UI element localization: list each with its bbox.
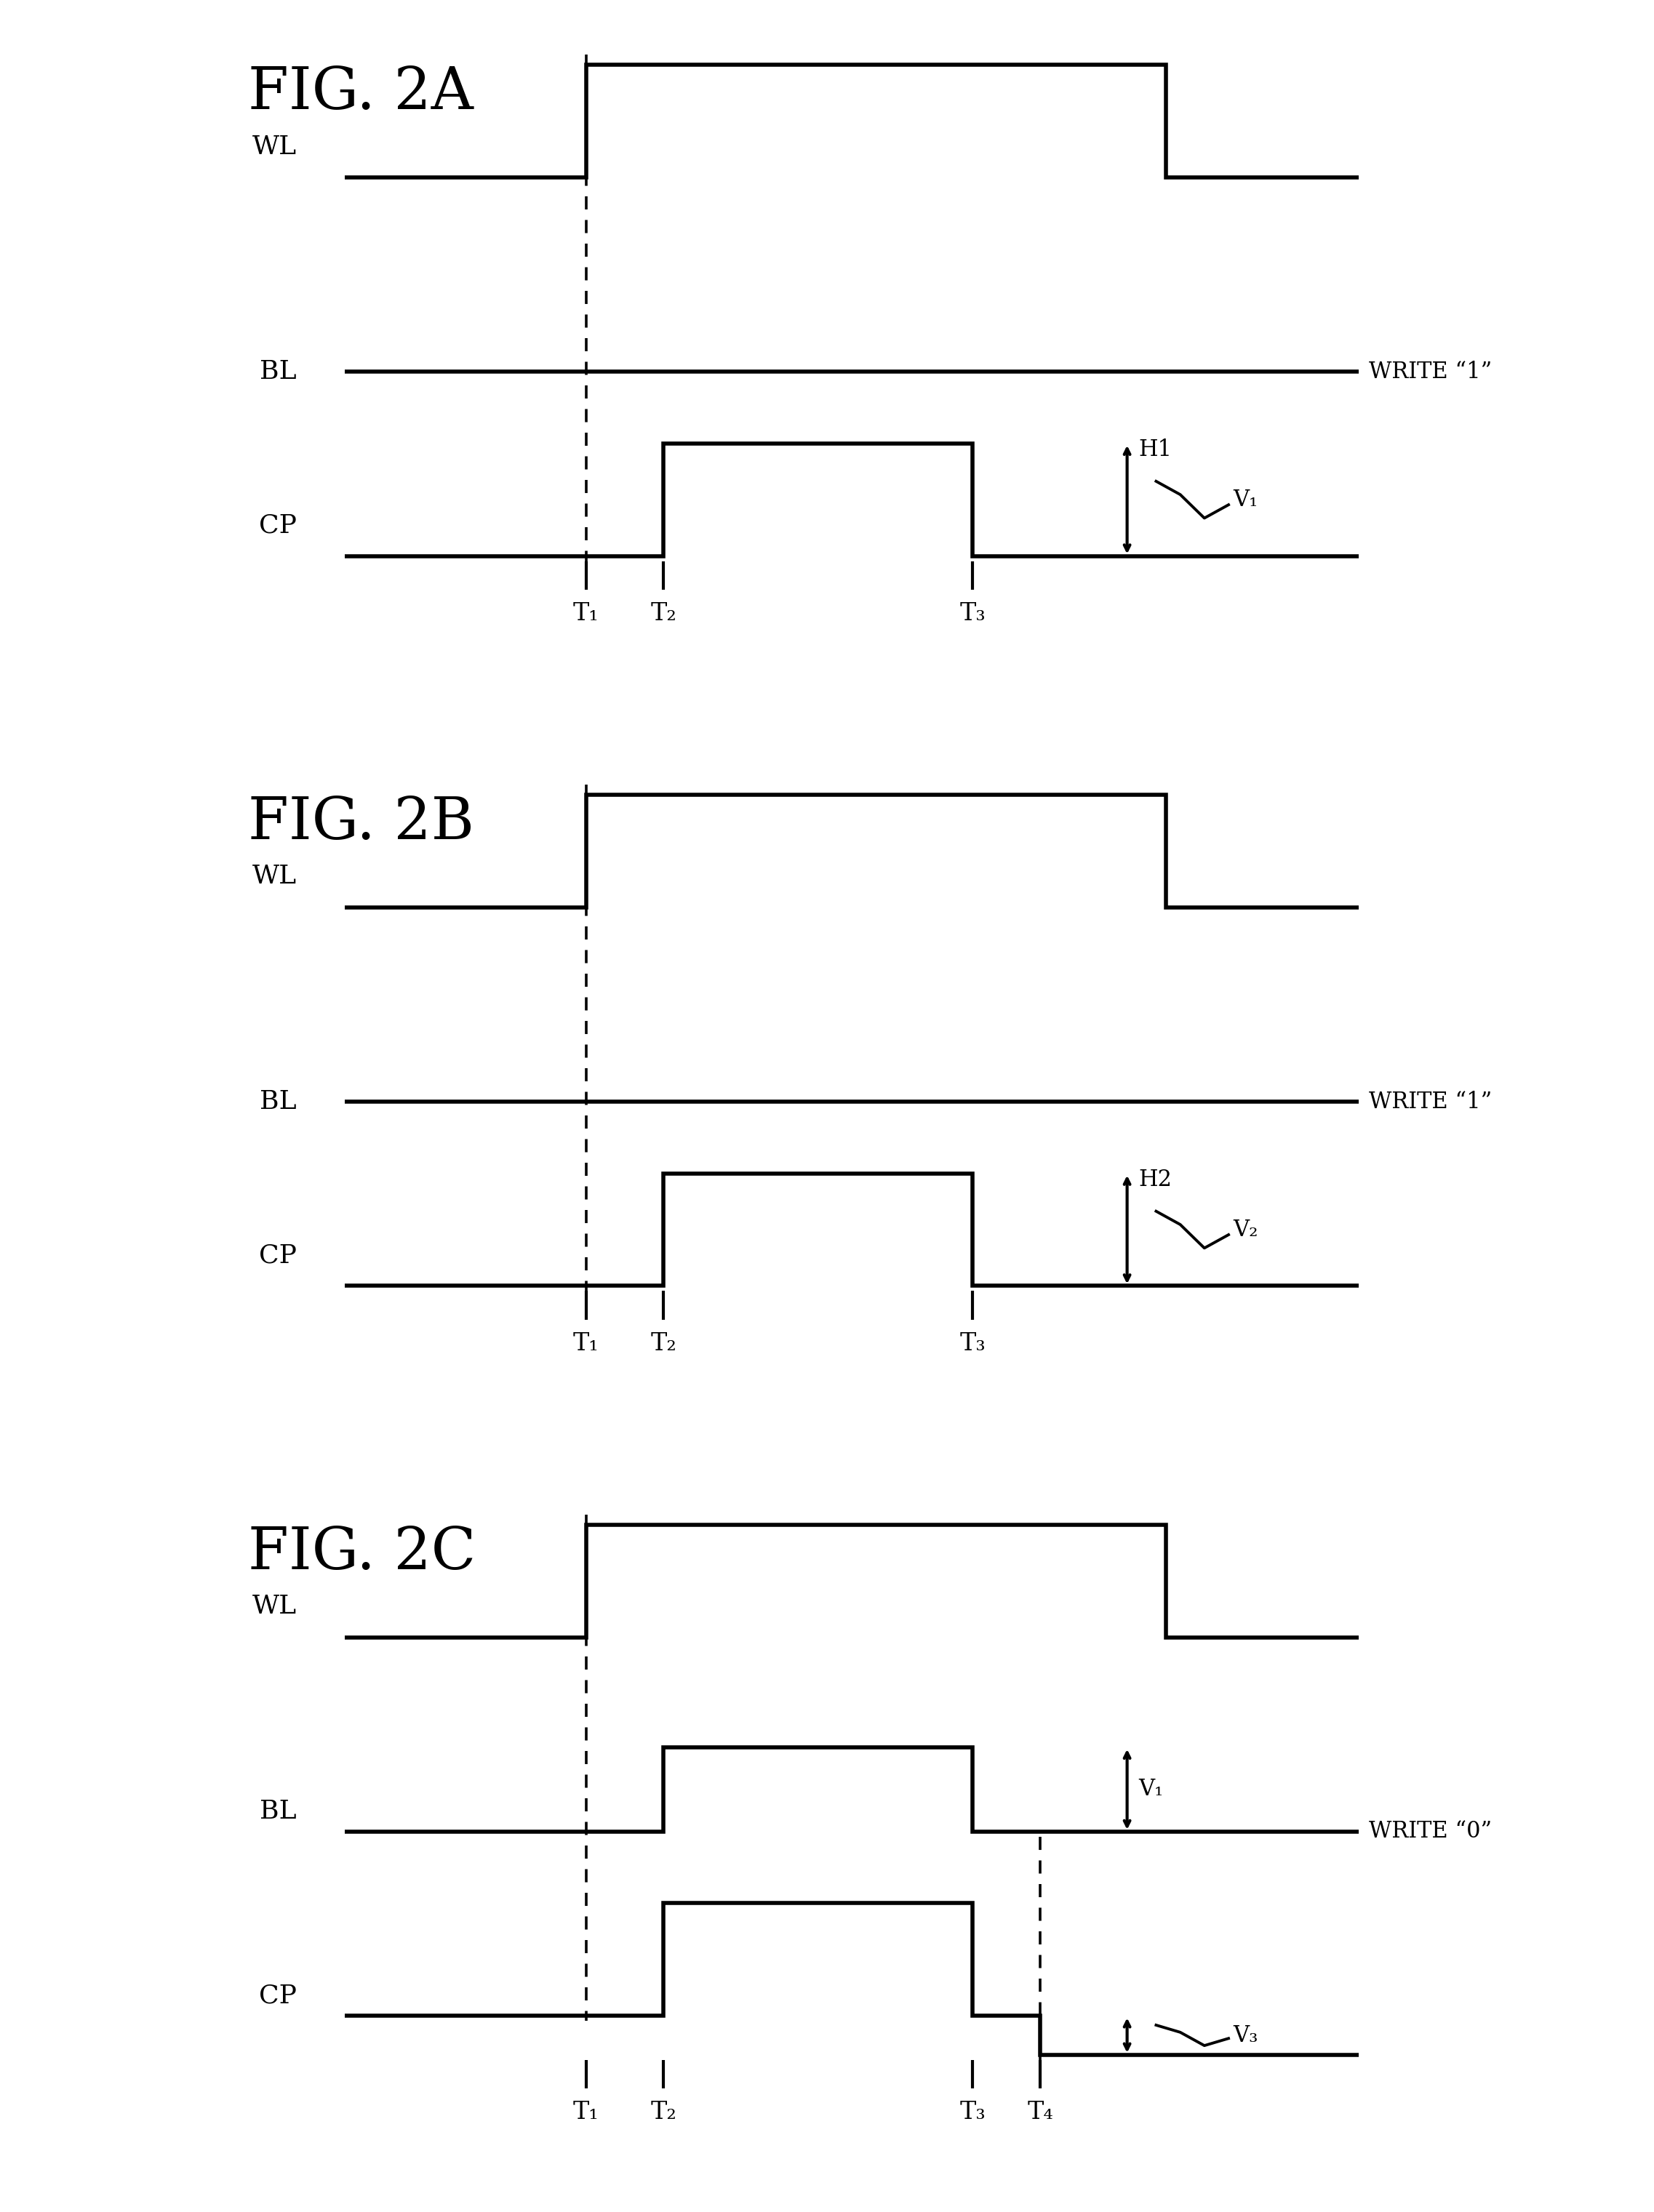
Text: WRITE “1”: WRITE “1” — [1368, 1091, 1492, 1113]
Text: WL: WL — [251, 865, 296, 889]
Text: BL: BL — [260, 1088, 296, 1115]
Text: FIG. 2C: FIG. 2C — [248, 1524, 476, 1582]
Text: V₁: V₁ — [1138, 1778, 1164, 1801]
Text: H1: H1 — [1138, 438, 1173, 460]
Text: BL: BL — [260, 1798, 296, 1823]
Text: WRITE “1”: WRITE “1” — [1368, 361, 1492, 383]
Text: T₁: T₁ — [574, 2101, 599, 2124]
Text: V₁: V₁ — [1234, 489, 1259, 511]
Text: CP: CP — [258, 1984, 296, 2008]
Text: BL: BL — [260, 358, 296, 385]
Text: T₁: T₁ — [574, 602, 599, 626]
Text: CP: CP — [258, 513, 296, 538]
Text: T₂: T₂ — [650, 602, 676, 626]
Text: T₃: T₃ — [959, 1332, 986, 1356]
Text: WRITE “0”: WRITE “0” — [1368, 1820, 1492, 1843]
Text: FIG. 2B: FIG. 2B — [248, 794, 475, 852]
Text: T₂: T₂ — [650, 1332, 676, 1356]
Text: WL: WL — [251, 135, 296, 159]
Text: T₃: T₃ — [959, 602, 986, 626]
Text: V₂: V₂ — [1234, 1219, 1259, 1241]
Text: V₃: V₃ — [1234, 2024, 1259, 2046]
Text: FIG. 2A: FIG. 2A — [248, 64, 473, 122]
Text: T₃: T₃ — [959, 2101, 986, 2124]
Text: T₁: T₁ — [574, 1332, 599, 1356]
Text: T₂: T₂ — [650, 2101, 676, 2124]
Text: CP: CP — [258, 1243, 296, 1267]
Text: T₄: T₄ — [1027, 2101, 1054, 2124]
Text: WL: WL — [251, 1595, 296, 1619]
Text: H2: H2 — [1138, 1168, 1173, 1190]
